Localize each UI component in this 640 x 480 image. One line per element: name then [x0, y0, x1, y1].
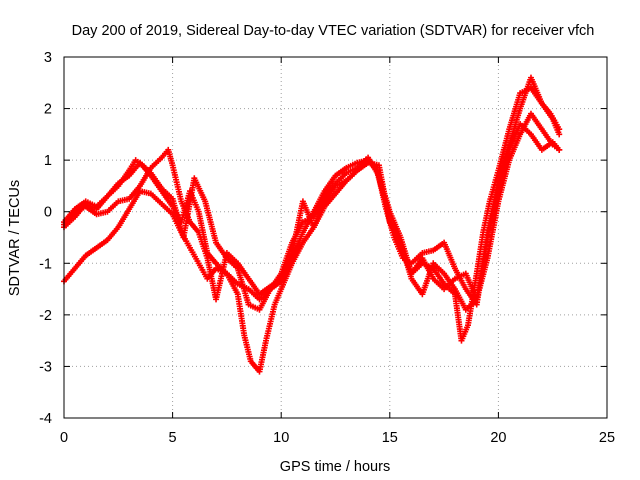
- y-tick-label: -1: [39, 256, 52, 272]
- y-tick-label: 2: [44, 102, 52, 118]
- data-point: [556, 146, 563, 153]
- y-tick-label: -4: [39, 411, 52, 427]
- series-track-d: [61, 74, 563, 313]
- x-axis-label: GPS time / hours: [280, 459, 390, 475]
- x-tick-label: 15: [382, 430, 398, 446]
- x-tick-label: 0: [60, 430, 68, 446]
- y-tick-label: -2: [39, 308, 52, 324]
- y-axis-label: SDTVAR / TECUs: [7, 180, 23, 296]
- x-tick-label: 20: [490, 430, 506, 446]
- x-tick-label: 5: [169, 430, 177, 446]
- y-tick-label: -3: [39, 359, 52, 375]
- axis-ticks: 0 5 10 15 20 25 -4 -3 -2 -1 0 1 2 3: [39, 50, 615, 446]
- grid: [64, 57, 607, 418]
- y-tick-label: 0: [44, 205, 52, 221]
- plot-border: [63, 56, 608, 419]
- x-tick-label: 10: [273, 430, 289, 446]
- y-tick-label: 1: [44, 153, 52, 169]
- chart-title: Day 200 of 2019, Sidereal Day-to-day VTE…: [72, 23, 595, 39]
- y-tick-label: 3: [44, 50, 52, 66]
- data-point: [556, 131, 563, 138]
- data-points: [61, 74, 563, 375]
- x-tick-label: 25: [599, 430, 615, 446]
